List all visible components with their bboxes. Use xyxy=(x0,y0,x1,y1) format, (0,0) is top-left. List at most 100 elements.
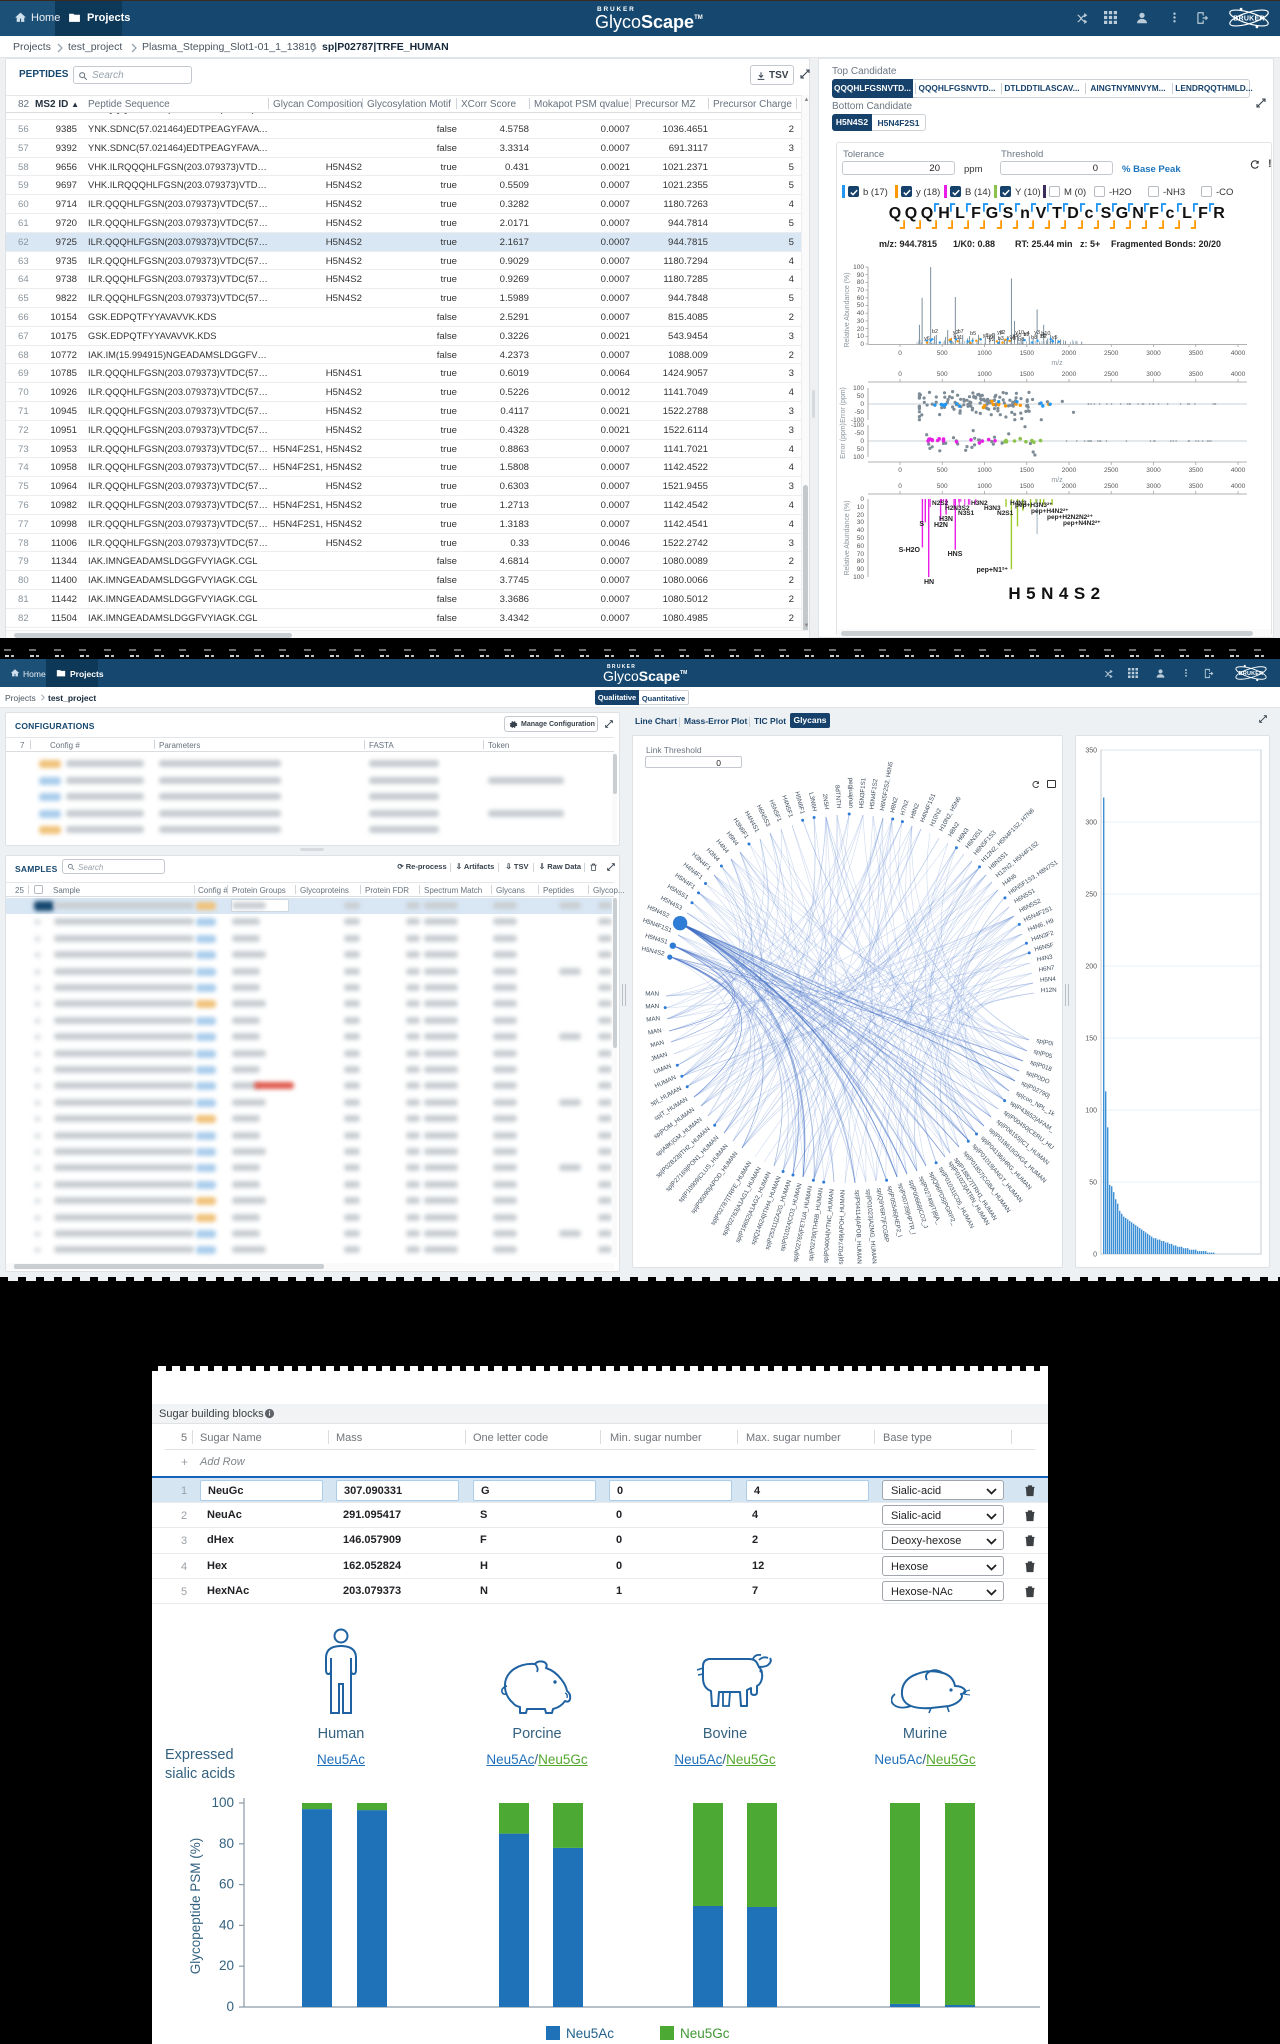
svg-text:H4N3: H4N3 xyxy=(1010,500,1027,507)
svg-text:H2N3S2: H2N3S2 xyxy=(945,505,970,512)
svg-text:40: 40 xyxy=(857,310,865,317)
svg-text:b9: b9 xyxy=(987,335,993,341)
svg-text:0: 0 xyxy=(860,496,864,503)
svg-text:20: 20 xyxy=(857,512,865,519)
svg-text:Relative Abundance (%): Relative Abundance (%) xyxy=(844,272,851,347)
svg-text:BRUKER: BRUKER xyxy=(1239,671,1264,677)
svg-text:H7N2: H7N2 xyxy=(899,799,910,817)
svg-text:N2S1: N2S1 xyxy=(997,510,1014,517)
svg-text:80: 80 xyxy=(219,1836,234,1851)
svg-text:0: 0 xyxy=(898,467,902,474)
svg-text:2000: 2000 xyxy=(1062,350,1077,357)
svg-text:1000: 1000 xyxy=(977,350,992,357)
svg-text:L3N6H: L3N6H xyxy=(807,792,818,812)
svg-text:sp|P02749|APOH_HUMAN: sp|P02749|APOH_HUMAN xyxy=(838,1190,847,1265)
svg-text:2500: 2500 xyxy=(1104,467,1119,474)
svg-text:3500: 3500 xyxy=(1189,483,1204,490)
svg-text:500: 500 xyxy=(937,350,948,357)
svg-text:100: 100 xyxy=(853,264,864,271)
svg-text:50: 50 xyxy=(1089,1180,1097,1187)
svg-text:N2S2: N2S2 xyxy=(932,500,949,507)
svg-text:40: 40 xyxy=(219,1917,234,1932)
svg-text:3000: 3000 xyxy=(1146,467,1161,474)
svg-text:y10: y10 xyxy=(1015,330,1024,336)
svg-text:1500: 1500 xyxy=(1020,350,1035,357)
svg-text:-100: -100 xyxy=(851,417,864,424)
svg-text:BRUKER: BRUKER xyxy=(1233,16,1264,23)
svg-text:y8: y8 xyxy=(983,333,989,339)
svg-text:Relative Abundance (%): Relative Abundance (%) xyxy=(844,500,851,575)
svg-text:b7: b7 xyxy=(958,329,964,335)
svg-text:3000: 3000 xyxy=(1146,483,1161,490)
svg-text:2500: 2500 xyxy=(1104,350,1119,357)
svg-text:0: 0 xyxy=(898,350,902,357)
svg-text:H3N4: H3N4 xyxy=(705,847,721,864)
svg-text:Neu5Ac: Neu5Ac xyxy=(566,2026,614,2041)
svg-text:10: 10 xyxy=(857,333,865,340)
svg-text:1500: 1500 xyxy=(1020,371,1035,378)
svg-text:20: 20 xyxy=(219,1958,234,1973)
svg-text:60: 60 xyxy=(219,1877,234,1892)
svg-text:JMAN: JMAN xyxy=(650,1051,668,1063)
svg-text:sp|P04114|APOB_HUMAN: sp|P04114|APOB_HUMAN xyxy=(853,1190,862,1264)
svg-text:70: 70 xyxy=(857,551,865,558)
svg-text:2500: 2500 xyxy=(1104,371,1119,378)
svg-text:0: 0 xyxy=(226,1999,234,2014)
svg-text:100: 100 xyxy=(853,385,864,392)
svg-text:b11: b11 xyxy=(954,335,963,341)
svg-text:y6: y6 xyxy=(989,333,995,339)
svg-text:H5N3F1S1: H5N3F1S1 xyxy=(858,777,867,809)
svg-text:80: 80 xyxy=(857,279,865,286)
svg-text:50: 50 xyxy=(857,393,865,400)
svg-text:1500: 1500 xyxy=(1020,483,1035,490)
svg-text:y2: y2 xyxy=(989,337,995,343)
svg-text:y8: y8 xyxy=(997,330,1003,336)
svg-text:500: 500 xyxy=(937,371,948,378)
svg-text:b8: b8 xyxy=(1018,337,1024,343)
svg-text:pep+N1²⁺: pep+N1²⁺ xyxy=(976,567,1008,574)
svg-text:50: 50 xyxy=(857,446,865,453)
svg-text:70: 70 xyxy=(857,287,865,294)
svg-text:y4: y4 xyxy=(1024,331,1030,337)
svg-text:0: 0 xyxy=(860,341,864,348)
svg-text:0: 0 xyxy=(860,401,864,408)
svg-text:300: 300 xyxy=(1085,820,1097,827)
svg-text:H6N5F: H6N5F xyxy=(1034,942,1055,954)
svg-text:100: 100 xyxy=(853,454,864,461)
svg-text:sp|P05: sp|P05 xyxy=(1033,1048,1054,1060)
svg-text:8dTNTH: 8dTNTH xyxy=(833,785,842,809)
svg-text:0: 0 xyxy=(898,483,902,490)
svg-text:HN: HN xyxy=(924,579,934,586)
svg-text:Neu5Gc: Neu5Gc xyxy=(680,2026,730,2041)
svg-text:3000: 3000 xyxy=(1146,350,1161,357)
svg-text:350: 350 xyxy=(1085,748,1097,755)
svg-text:H3N3: H3N3 xyxy=(984,505,1001,512)
svg-text:3500: 3500 xyxy=(1189,350,1204,357)
svg-text:90: 90 xyxy=(857,272,865,279)
svg-text:50: 50 xyxy=(857,535,865,542)
svg-text:pep+H2N2N2²⁺: pep+H2N2N2²⁺ xyxy=(1047,514,1093,521)
svg-text:60: 60 xyxy=(857,543,865,550)
svg-text:y10: y10 xyxy=(1007,335,1016,341)
svg-text:S: S xyxy=(919,521,924,528)
svg-text:b10: b10 xyxy=(1041,331,1050,337)
svg-text:H5N4S2: H5N4S2 xyxy=(1008,584,1105,603)
svg-text:500: 500 xyxy=(937,467,948,474)
svg-text:H3N2: H3N2 xyxy=(971,500,988,507)
svg-text:2N5H: 2N5H xyxy=(821,793,830,810)
svg-text:H5N4F1S2: H5N4F1S2 xyxy=(869,778,880,810)
svg-text:4000: 4000 xyxy=(1231,467,1246,474)
svg-text:1000: 1000 xyxy=(977,483,992,490)
svg-text:100: 100 xyxy=(853,574,864,581)
svg-text:b2: b2 xyxy=(932,329,938,335)
svg-text:H5N4S2: H5N4S2 xyxy=(646,904,671,920)
svg-text:y8: y8 xyxy=(1040,333,1046,339)
svg-text:100: 100 xyxy=(1085,1108,1097,1115)
svg-text:MAN: MAN xyxy=(645,990,659,997)
svg-text:UMAN: UMAN xyxy=(653,1063,673,1076)
svg-text:sp|P04004|VTNC_HUMAN: sp|P04004|VTNC_HUMAN xyxy=(822,1189,835,1263)
svg-text:1000: 1000 xyxy=(977,371,992,378)
svg-text:Error (ppm): Error (ppm) xyxy=(840,387,847,423)
svg-text:4000: 4000 xyxy=(1231,350,1246,357)
svg-text:0: 0 xyxy=(1093,1252,1097,1259)
